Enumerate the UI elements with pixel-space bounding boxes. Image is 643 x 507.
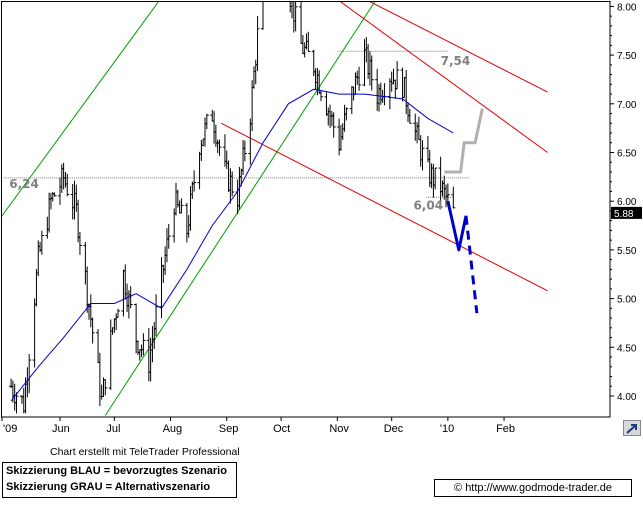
y-tick-label: 4.00: [617, 392, 637, 403]
legend-grey-scenario: Skizzierung GRAU = Alternativszenario: [6, 481, 211, 493]
chart-scroll-button[interactable]: [623, 420, 641, 436]
x-tick-label: Sep: [219, 423, 239, 435]
x-tick-label: Oct: [273, 423, 290, 435]
scenario-blau-dashed: [464, 215, 479, 314]
y-tick-label: 7.50: [617, 51, 637, 62]
x-tick-label: '09: [3, 423, 17, 435]
trend-line: [369, 2, 548, 93]
price-annotation: 6,04: [413, 198, 443, 212]
x-tick-label: Nov: [329, 423, 349, 435]
y-tick-label: 5.50: [617, 246, 637, 257]
trend-line: [221, 122, 548, 292]
legend-blue-scenario: Skizzierung BLAU = bevorzugtes Szenario: [6, 465, 227, 477]
scroll-arrow-icon: [626, 424, 637, 434]
y-tick-label: 6.50: [617, 149, 637, 160]
x-tick-label: Jun: [52, 423, 70, 435]
trend-line: [340, 2, 548, 153]
price-annotation: 7,54: [441, 54, 471, 68]
scenario-grau-solid: [444, 108, 484, 174]
scenario-blau-solid: [446, 200, 468, 252]
y-tick-label: 6.00: [617, 197, 637, 208]
y-tick-label: 8.00: [617, 2, 637, 13]
moving-average-line: [10, 88, 454, 402]
y-tick-label: 7.00: [617, 100, 637, 111]
chart-credit: Chart erstellt mit TeleTrader Profession…: [50, 446, 240, 458]
x-tick-label: Dec: [384, 423, 404, 435]
x-tick-label: Aug: [163, 423, 183, 435]
trend-line: [2, 2, 159, 217]
plot-frame: [1, 1, 611, 418]
x-tick-label: '10: [440, 423, 454, 435]
x-tick-label: Feb: [496, 423, 515, 435]
last-price-marker: [611, 206, 642, 219]
copyright-link[interactable]: © http://www.godmode-trader.de: [434, 479, 632, 497]
scenario-legend: Skizzierung BLAU = bevorzugtes Szenario …: [2, 462, 237, 498]
price-annotation: 6,24: [9, 177, 39, 191]
y-tick-label: 5.00: [617, 295, 637, 306]
trend-line: [104, 2, 376, 416]
price-chart: 8,567,546,246,044.004.505.005.506.006.50…: [1, 1, 642, 435]
x-tick-label: Jul: [106, 423, 120, 435]
plot-area: [2, 2, 548, 416]
last-price-label: 5.88: [614, 209, 634, 220]
y-tick-label: 4.50: [617, 343, 637, 354]
